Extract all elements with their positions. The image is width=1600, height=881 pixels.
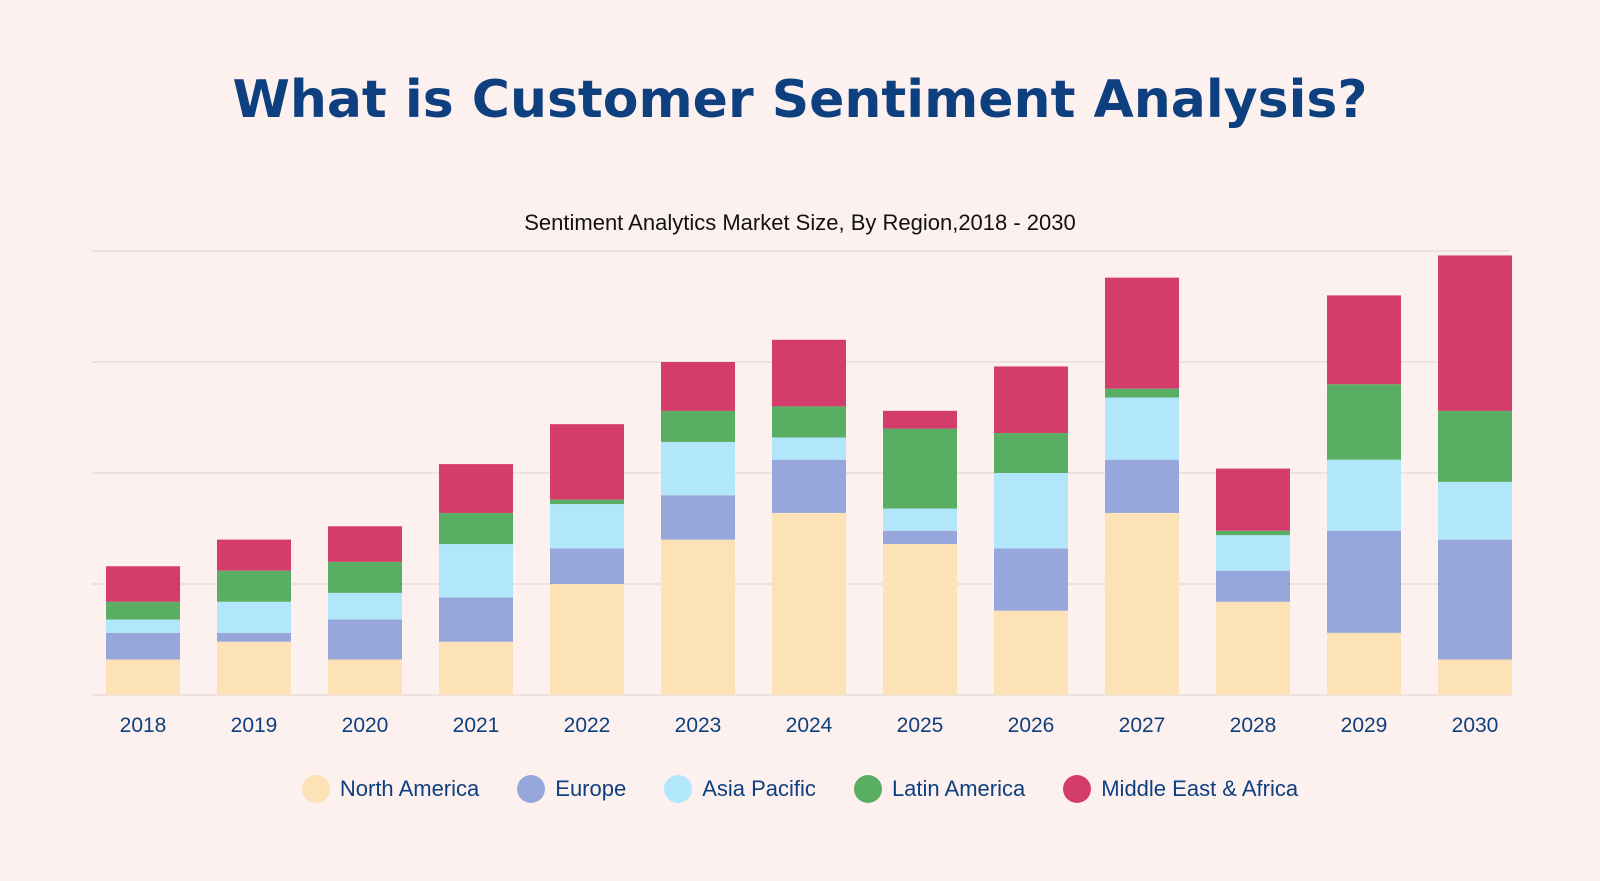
x-tick-label: 2021 bbox=[453, 714, 500, 737]
bar-segment-latin-america-2027 bbox=[1105, 388, 1179, 398]
bar-segment-north-america-2020 bbox=[328, 659, 402, 695]
bar-segment-north-america-2022 bbox=[550, 584, 624, 695]
bar-segment-middle-east-africa-2018 bbox=[106, 566, 180, 602]
bar-segment-latin-america-2020 bbox=[328, 561, 402, 593]
bars bbox=[106, 255, 1512, 695]
bar-segment-middle-east-africa-2022 bbox=[550, 424, 624, 500]
page-title: What is Customer Sentiment Analysis? bbox=[232, 70, 1368, 130]
bar-segment-middle-east-africa-2028 bbox=[1216, 468, 1290, 531]
bar-segment-middle-east-africa-2025 bbox=[883, 410, 957, 429]
bar-segment-europe-2022 bbox=[550, 548, 624, 584]
bar-segment-asia-pacific-2018 bbox=[106, 619, 180, 633]
bar-segment-middle-east-africa-2019 bbox=[217, 539, 291, 571]
bar-segment-asia-pacific-2025 bbox=[883, 508, 957, 531]
bar-segment-north-america-2026 bbox=[994, 610, 1068, 695]
bar-segment-latin-america-2018 bbox=[106, 601, 180, 620]
bar-segment-north-america-2019 bbox=[217, 641, 291, 695]
bar-segment-asia-pacific-2022 bbox=[550, 504, 624, 549]
legend-item: North America bbox=[301, 775, 480, 803]
bar-segment-latin-america-2026 bbox=[994, 433, 1068, 473]
bar-segment-latin-america-2023 bbox=[661, 410, 735, 442]
legend-item: Latin America bbox=[853, 775, 1026, 803]
bar-segment-asia-pacific-2027 bbox=[1105, 397, 1179, 460]
bar-segment-europe-2025 bbox=[883, 530, 957, 545]
x-tick-label: 2018 bbox=[120, 714, 167, 737]
bar-segment-latin-america-2030 bbox=[1438, 410, 1512, 482]
bar-segment-latin-america-2021 bbox=[439, 512, 513, 545]
x-tick-label: 2024 bbox=[786, 714, 833, 737]
bar-segment-europe-2027 bbox=[1105, 459, 1179, 513]
x-tick-label: 2020 bbox=[342, 714, 389, 737]
legend-label: North America bbox=[339, 776, 480, 801]
legend-swatch bbox=[1063, 775, 1092, 803]
bar-segment-north-america-2028 bbox=[1216, 601, 1290, 695]
legend-label: Middle East & Africa bbox=[1101, 776, 1299, 801]
bar-segment-asia-pacific-2026 bbox=[994, 473, 1068, 549]
bar-segment-europe-2019 bbox=[217, 632, 291, 642]
bar-segment-asia-pacific-2030 bbox=[1438, 481, 1512, 540]
bar-segment-europe-2018 bbox=[106, 632, 180, 660]
legend-label: Asia Pacific bbox=[702, 776, 816, 801]
bar-segment-middle-east-africa-2026 bbox=[994, 366, 1068, 434]
x-tick-label: 2023 bbox=[675, 714, 722, 737]
bar-segment-europe-2023 bbox=[661, 495, 735, 540]
bar-segment-asia-pacific-2024 bbox=[772, 437, 846, 460]
bar-segment-latin-america-2022 bbox=[550, 499, 624, 505]
bar-segment-middle-east-africa-2023 bbox=[661, 362, 735, 411]
bar-segment-latin-america-2019 bbox=[217, 570, 291, 602]
bar-segment-latin-america-2029 bbox=[1327, 384, 1401, 460]
legend-item: Asia Pacific bbox=[664, 775, 816, 803]
bar-segment-latin-america-2025 bbox=[883, 428, 957, 509]
legend-label: Latin America bbox=[891, 776, 1026, 801]
legend-item: Europe bbox=[517, 775, 626, 803]
bar-segment-europe-2028 bbox=[1216, 570, 1290, 602]
x-tick-label: 2028 bbox=[1230, 714, 1277, 737]
bar-segment-europe-2029 bbox=[1327, 530, 1401, 633]
bar-segment-north-america-2029 bbox=[1327, 632, 1401, 695]
bar-segment-north-america-2027 bbox=[1105, 512, 1179, 695]
x-tick-label: 2030 bbox=[1452, 714, 1499, 737]
bar-segment-north-america-2018 bbox=[106, 659, 180, 695]
x-tick-label: 2019 bbox=[231, 714, 278, 737]
bar-segment-north-america-2023 bbox=[661, 539, 735, 695]
bar-segment-middle-east-africa-2027 bbox=[1105, 277, 1179, 389]
bar-segment-middle-east-africa-2024 bbox=[772, 339, 846, 407]
x-tick-label: 2029 bbox=[1341, 714, 1388, 737]
bar-segment-north-america-2024 bbox=[772, 512, 846, 695]
bar-segment-middle-east-africa-2030 bbox=[1438, 255, 1512, 411]
bar-segment-middle-east-africa-2021 bbox=[439, 464, 513, 513]
bar-segment-latin-america-2024 bbox=[772, 406, 846, 438]
legend-label: Europe bbox=[555, 776, 627, 801]
bar-segment-middle-east-africa-2029 bbox=[1327, 295, 1401, 385]
chart-title: Sentiment Analytics Market Size, By Regi… bbox=[524, 210, 1076, 235]
x-tick-label: 2026 bbox=[1008, 714, 1055, 737]
bar-segment-europe-2021 bbox=[439, 597, 513, 642]
bar-segment-europe-2030 bbox=[1438, 539, 1512, 660]
bar-segment-north-america-2025 bbox=[883, 544, 957, 695]
legend: North America Europe Asia Pacific Latin Ame… bbox=[0, 775, 1600, 803]
bar-segment-asia-pacific-2020 bbox=[328, 592, 402, 620]
x-tick-label: 2027 bbox=[1119, 714, 1166, 737]
bar-segment-asia-pacific-2019 bbox=[217, 601, 291, 633]
legend-swatch bbox=[517, 775, 546, 803]
bar-segment-asia-pacific-2029 bbox=[1327, 459, 1401, 531]
legend-item: Middle East & Africa bbox=[1063, 775, 1298, 803]
legend-swatch bbox=[853, 775, 882, 803]
legend-swatch bbox=[301, 775, 330, 803]
x-tick-label: 2025 bbox=[897, 714, 944, 737]
bar-segment-asia-pacific-2028 bbox=[1216, 535, 1290, 571]
legend-swatch bbox=[664, 775, 693, 803]
bar-segment-asia-pacific-2021 bbox=[439, 544, 513, 598]
bar-segment-europe-2026 bbox=[994, 548, 1068, 611]
x-tick-label: 2022 bbox=[564, 714, 611, 737]
x-axis-ticks: 2018 2019 2020 2021 2022 2023 2024 2025 2026 2027… bbox=[120, 714, 1499, 737]
bar-segment-middle-east-africa-2020 bbox=[328, 526, 402, 562]
bar-segment-north-america-2021 bbox=[439, 641, 513, 695]
bar-segment-europe-2024 bbox=[772, 459, 846, 513]
bar-segment-europe-2020 bbox=[328, 619, 402, 660]
bar-segment-latin-america-2028 bbox=[1216, 530, 1290, 536]
bar-segment-asia-pacific-2023 bbox=[661, 441, 735, 496]
bar-segment-north-america-2030 bbox=[1438, 659, 1512, 695]
